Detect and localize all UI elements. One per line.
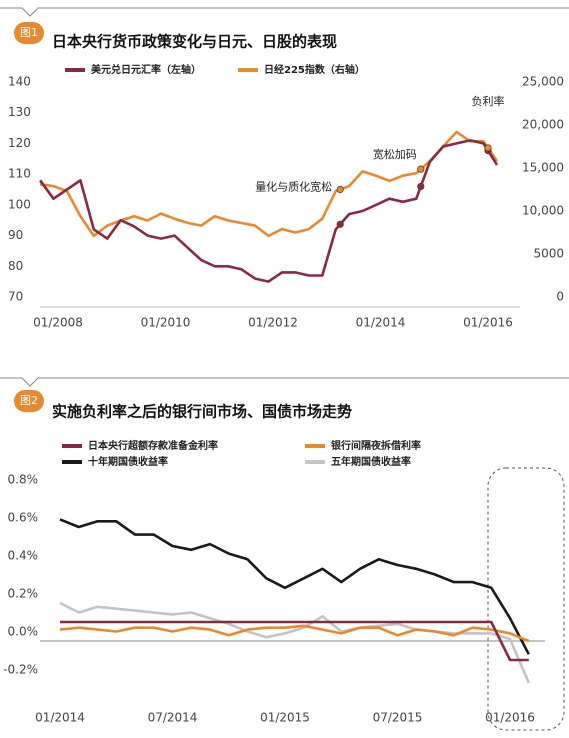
badge [14,390,44,412]
y-tick-label: 140 [8,75,31,89]
y-tick-label: -0.2% [3,663,38,677]
legend-label: 日经225指数（右轴） [264,63,365,76]
legend-label: 十年期国债收益率 [88,455,168,468]
y-tick-label: 0.2% [8,587,39,601]
y2-tick-label: 10,000 [522,204,564,218]
annotation-dot [484,144,492,152]
legend-label: 美元兑日元汇率（左轴） [91,63,201,76]
annotation: 负利率 [472,94,505,108]
y-tick-label: 0.8% [8,473,39,487]
x-tick-label: 07/2014 [148,711,198,725]
annotation-dot [417,182,425,191]
x-tick-label: 01/2014 [35,711,85,725]
y-tick-label: 130 [8,105,31,119]
badge-text: 图2 [20,394,38,407]
annotation-dot [336,220,344,228]
annotation-dot [417,165,425,173]
y2-tick-label: 15,000 [522,161,564,175]
x-tick-label: 01/2016 [463,316,513,330]
annotation: 宽松加码 [373,147,417,161]
y-tick-label: 0.0% [8,625,39,639]
series-line [59,624,530,643]
badge [14,22,44,44]
highlight-box [487,467,565,731]
y-tick-label: 90 [8,228,23,242]
y-tick-label: 70 [8,290,23,304]
y2-tick-label: 25,000 [522,75,564,89]
x-tick-label: 01/2010 [141,316,191,330]
legend-label: 银行间隔夜拆借利率 [331,439,421,452]
annotation-dot [336,185,344,194]
series-line [60,620,529,662]
y2-tick-label: 0 [556,290,564,304]
separator [0,377,569,387]
series-line [59,518,530,655]
annotation: 量化与质化宽松 [255,180,332,194]
x-tick-label: 07/2015 [373,711,423,725]
separator [0,7,569,17]
x-tick-label: 01/2008 [33,316,83,330]
y-tick-label: 120 [8,136,31,150]
y2-tick-label: 5000 [533,247,564,261]
y-tick-label: 110 [8,167,31,181]
legend-label: 日本央行超额存款准备金利率 [88,439,218,452]
series-line [59,601,530,684]
chart-title: 日本央行货币政策变化与日元、日股的表现 [52,33,337,51]
y-tick-label: 0.6% [8,511,39,525]
y-tick-label: 80 [8,259,23,273]
x-tick-label: 01/2012 [248,316,298,330]
y2-tick-label: 20,000 [522,118,564,132]
x-tick-label: 01/2015 [260,711,310,725]
legend-label: 五年期国债收益率 [331,455,411,468]
x-tick-label: 01/2014 [356,316,406,330]
x-tick-label: 01/2016 [485,711,535,725]
y-tick-label: 100 [8,197,31,211]
chart-title: 实施负利率之后的银行间市场、国债市场走势 [52,403,352,421]
y-tick-label: 0.4% [8,549,39,563]
badge-text: 图1 [20,26,38,39]
